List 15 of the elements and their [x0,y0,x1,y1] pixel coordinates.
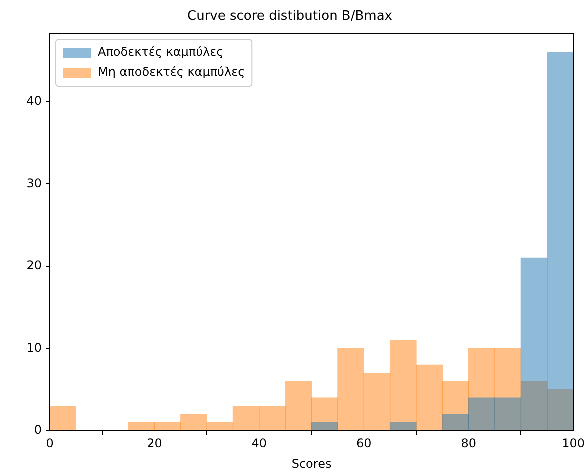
x-tick-label: 0 [46,436,54,450]
x-axis-title: Scores [292,456,332,471]
x-tick-label: 60 [356,436,372,450]
y-tick-label: 20 [26,258,42,273]
y-tick-label: 10 [26,340,42,355]
legend-label: Αποδεκτές καμπύλες [98,45,224,60]
y-tick-label: 30 [26,176,42,190]
x-tick-label: 100 [562,436,585,450]
chart-title: Curve score distibution B/Bmax [188,9,393,24]
x-tick-label: 20 [147,436,162,450]
x-tick-label: 80 [461,436,476,450]
y-tick-label: 40 [26,94,42,108]
x-tick-label: 40 [252,436,268,450]
legend-label: Μη αποδεκτές καμπύλες [98,65,246,80]
y-tick-label: 0 [34,423,42,438]
